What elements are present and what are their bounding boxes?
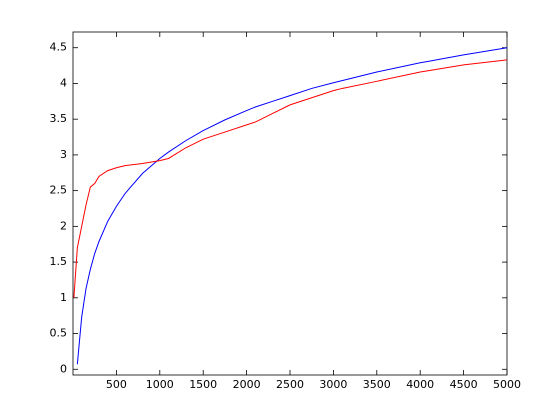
y-tick-label: 3 (60, 148, 67, 161)
x-tick-label: 3500 (363, 378, 391, 391)
y-tick-label: 3.5 (50, 112, 68, 125)
data-line (73, 59, 508, 298)
x-tick-label: 2500 (276, 378, 304, 391)
y-tick-label: 4.5 (50, 41, 68, 54)
y-tick-label: 0 (60, 362, 67, 375)
x-tick-label: 4000 (406, 378, 434, 391)
axes-box (72, 31, 508, 376)
data-line (76, 47, 508, 365)
y-tick-label: 1 (60, 291, 67, 304)
x-tick-label: 1500 (189, 378, 217, 391)
y-tick-label: 2.5 (50, 184, 68, 197)
x-tick-label: 3000 (319, 378, 347, 391)
x-tick-label: 5000 (493, 378, 521, 391)
y-tick-label: 1.5 (50, 255, 68, 268)
y-tick-label: 2 (60, 219, 67, 232)
x-tick-label: 1000 (146, 378, 174, 391)
x-tick-label: 2000 (233, 378, 261, 391)
y-tick-label: 0.5 (50, 327, 68, 340)
y-tick-label: 4 (60, 76, 67, 89)
x-tick-label: 500 (106, 378, 127, 391)
x-tick-label: 4500 (450, 378, 478, 391)
